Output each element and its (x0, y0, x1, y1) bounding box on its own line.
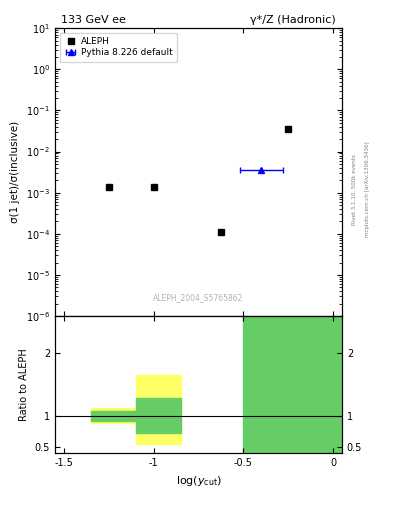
ALEPH (286, 126, 290, 132)
Text: 133 GeV ee: 133 GeV ee (61, 15, 126, 25)
ALEPH (219, 229, 223, 235)
X-axis label: log($y_{\rm cut}$): log($y_{\rm cut}$) (176, 474, 221, 487)
Text: ALEPH_2004_S5765862: ALEPH_2004_S5765862 (153, 293, 244, 302)
Text: mcplots.cern.ch [arXiv:1306.3436]: mcplots.cern.ch [arXiv:1306.3436] (365, 142, 371, 237)
ALEPH (151, 184, 156, 190)
Legend: ALEPH, Pythia 8.226 default: ALEPH, Pythia 8.226 default (59, 33, 178, 62)
Text: γ*/Z (Hadronic): γ*/Z (Hadronic) (250, 15, 336, 25)
ALEPH (107, 184, 111, 190)
Text: Rivet 3.1.10, 500k events: Rivet 3.1.10, 500k events (352, 154, 357, 225)
Y-axis label: σ(1 jet)/σ(inclusive): σ(1 jet)/σ(inclusive) (10, 121, 20, 223)
Y-axis label: Ratio to ALEPH: Ratio to ALEPH (19, 348, 29, 421)
Line: ALEPH: ALEPH (105, 125, 292, 236)
